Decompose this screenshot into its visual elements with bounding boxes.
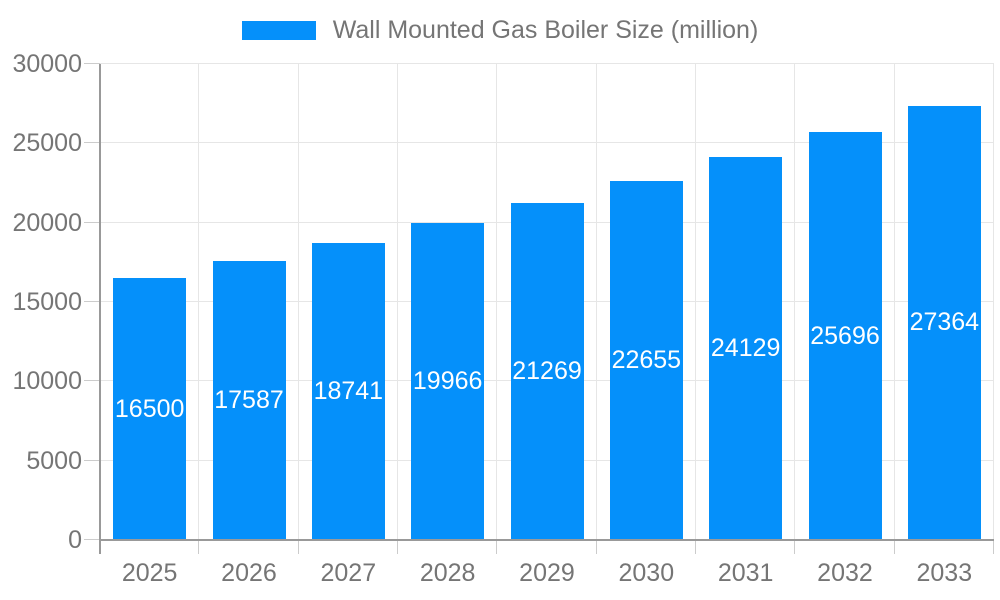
x-axis-tick-label: 2032: [817, 559, 873, 587]
bar[interactable]: 17587: [212, 260, 286, 540]
x-axis-tick-label: 2029: [519, 559, 575, 587]
x-axis-tick-label: 2028: [419, 559, 476, 587]
x-axis-tick-label: 2030: [618, 559, 675, 587]
y-axis-tick: [84, 142, 100, 144]
bar-value-label: 22655: [611, 345, 682, 374]
bar[interactable]: 19966: [411, 223, 485, 540]
x-axis-tick: [893, 540, 895, 554]
legend-swatch: [241, 21, 316, 40]
gridline-vertical: [397, 64, 398, 540]
bar-value-label: 24129: [710, 334, 781, 363]
bar-value-label: 17587: [214, 385, 284, 414]
y-axis-tick: [84, 221, 100, 223]
x-axis-line: [100, 539, 994, 541]
plot-area: 0 5000 10000 15000 20000 25000 30000 2025 2026 20…: [12, 51, 994, 587]
x-axis-tick: [496, 540, 498, 554]
x-axis-tick-label: 2027: [320, 559, 377, 587]
bar[interactable]: 16500: [113, 278, 187, 540]
x-axis-tick: [397, 540, 398, 554]
bar[interactable]: 18741: [311, 242, 385, 540]
gridline-vertical: [496, 64, 498, 540]
gridline-vertical: [198, 64, 200, 540]
y-axis-tick: [84, 63, 100, 64]
y-axis-tick-label: 15000: [12, 288, 82, 316]
bar-value-label: 19966: [412, 367, 483, 396]
legend[interactable]: Wall Mounted Gas Boiler Size (million): [0, 17, 1000, 44]
x-axis-tick: [993, 540, 994, 554]
x-axis-tick-label: 2031: [717, 559, 774, 587]
gridline-vertical: [794, 64, 796, 540]
bar-value-label: 16500: [114, 394, 185, 423]
gridline-vertical: [595, 64, 597, 540]
bar-value-label: 27364: [909, 308, 980, 337]
y-axis-tick: [84, 459, 100, 461]
x-axis-tick-label: 2026: [221, 559, 277, 587]
y-axis-tick-label: 0: [68, 526, 82, 554]
x-axis-tick-label: 2025: [121, 559, 178, 587]
x-axis-tick: [794, 540, 796, 554]
x-axis-tick: [695, 540, 696, 554]
bar[interactable]: 27364: [907, 105, 981, 540]
y-axis-tick-label: 5000: [26, 446, 82, 475]
y-axis-tick: [84, 539, 100, 540]
x-axis-tick: [297, 540, 299, 554]
bar-value-label: 18741: [313, 376, 384, 405]
y-axis-tick-label: 25000: [12, 129, 82, 158]
bar[interactable]: 24129: [709, 157, 783, 540]
y-axis-tick: [84, 380, 100, 382]
bar-value-label: 21269: [512, 356, 582, 385]
bar-value-label: 25696: [810, 321, 880, 350]
bar[interactable]: 22655: [609, 180, 683, 540]
x-axis-tick: [595, 540, 597, 554]
x-axis-tick: [198, 540, 200, 554]
gridline-vertical: [695, 64, 696, 540]
bar[interactable]: 21269: [510, 202, 584, 540]
gridline-horizontal: [100, 142, 994, 144]
x-axis-tick-label: 2033: [916, 559, 973, 587]
gridline-vertical: [297, 64, 299, 540]
y-axis-line: [99, 64, 101, 554]
y-axis-tick-label: 30000: [12, 50, 82, 78]
gridline-vertical: [893, 64, 895, 540]
y-axis-tick-label: 20000: [12, 208, 82, 237]
gridline-horizontal: [100, 63, 994, 64]
legend-label: Wall Mounted Gas Boiler Size (million): [332, 16, 759, 44]
y-axis-tick: [84, 301, 100, 302]
gridline-vertical: [993, 64, 994, 540]
bar[interactable]: 25696: [808, 132, 882, 540]
y-axis-tick-label: 10000: [12, 367, 82, 396]
